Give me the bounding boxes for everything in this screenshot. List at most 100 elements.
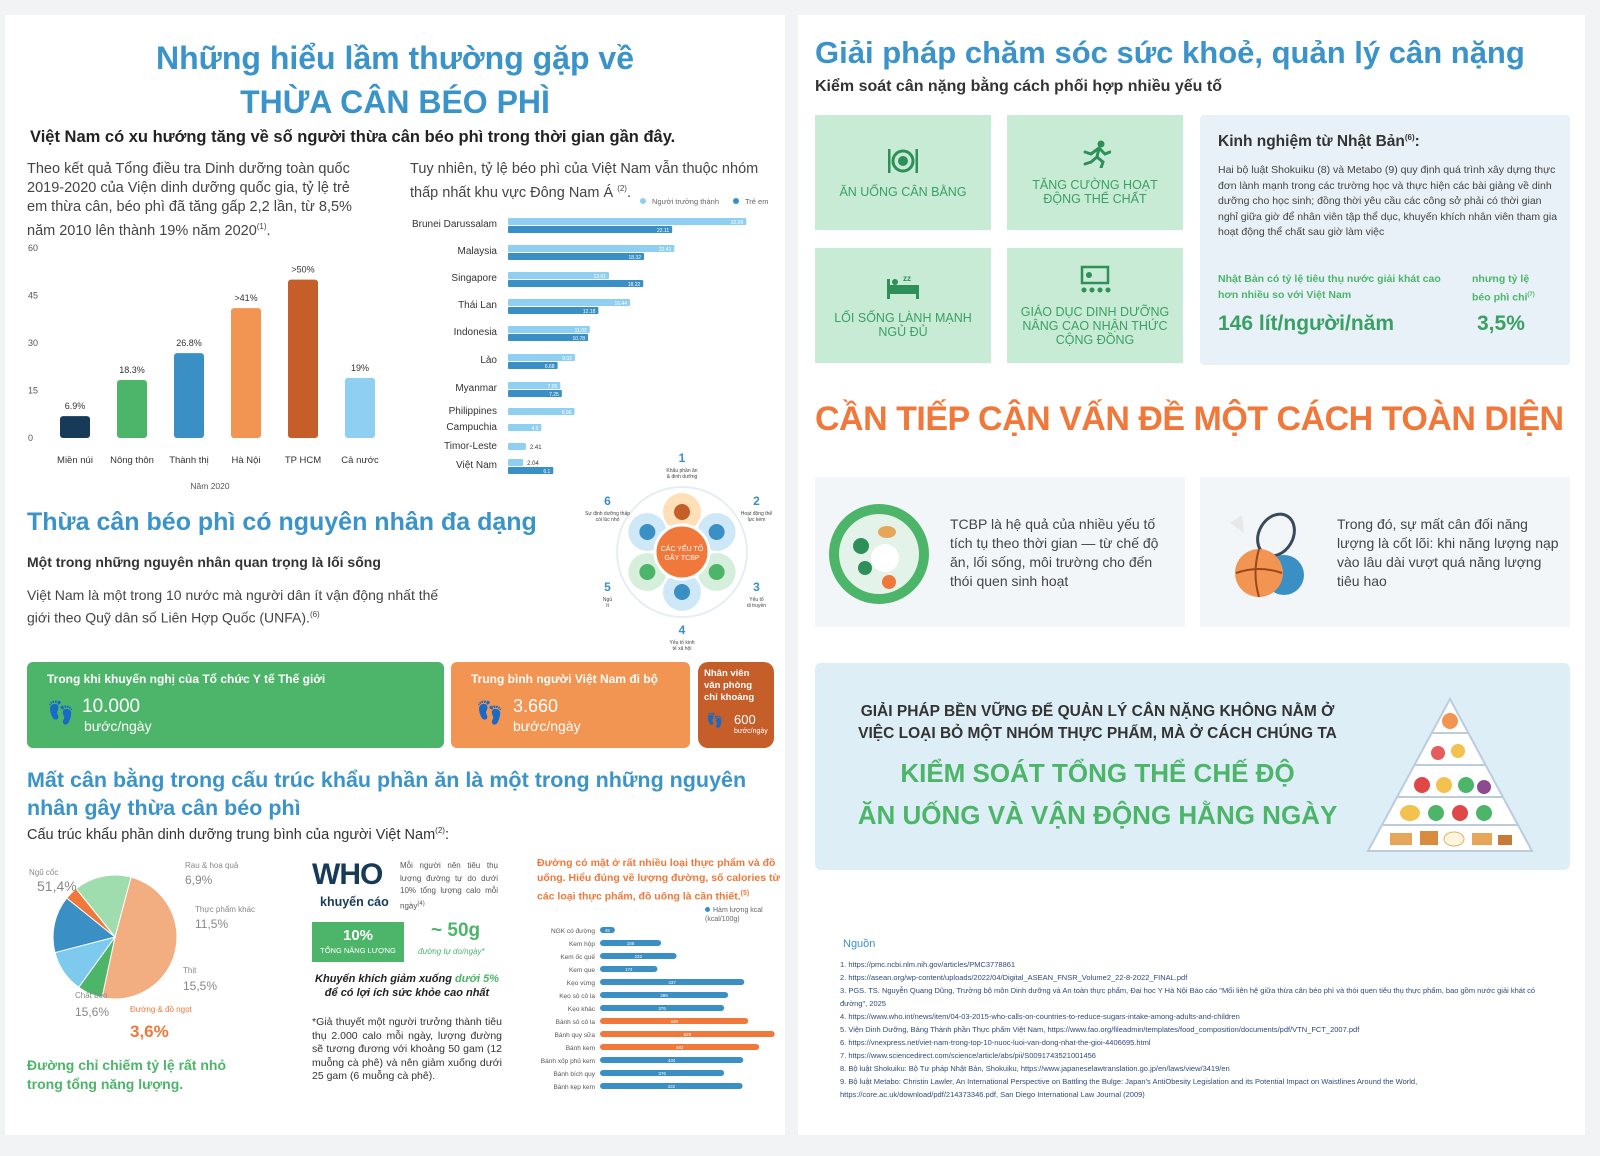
pie-category-label: Chất béo [75,991,108,1000]
pie-value-label: 15,5% [183,979,217,993]
wheel-label: tế xã hội [673,646,692,652]
source-item[interactable]: 1. https://pmc.ncbi.nlm.nih.gov/articles… [840,960,1016,969]
card-energy: Trong đó, sự mất cân đối năng lượng là c… [1200,477,1570,627]
adult-bar-label: 7.05 [548,384,558,390]
adult-bar [508,326,590,333]
child-bar-label: 7.25 [549,392,559,398]
kcal-bar [600,1070,725,1076]
svg-text:zz: zz [903,274,911,283]
kcal-value: 437 [668,980,676,985]
office-steps-value: 600 [734,712,756,727]
y-tick-label: 15 [28,386,38,396]
cause-title: Thừa cân béo phì có nguyên nhân đa dạng [27,508,537,536]
source-item[interactable]: 9. Bộ luật Metabo: Christin Lawler, An I… [840,1077,1418,1099]
japan-stat2-label: nhưng tỷ lệ béo phì chỉ(7) [1472,273,1535,304]
country-label: Singapore [451,273,497,284]
wheel-center-label: CÁC YẾU TỐ [661,543,704,553]
wheel-label: Yếu tố [749,597,764,603]
card-energy-text: Trong đó, sự mất cân đối năng lượng là c… [1337,516,1559,589]
main-title-line1: Những hiểu lầm thường gặp về [156,40,634,76]
y-tick-label: 60 [28,243,38,253]
japan-box: Kinh nghiệm từ Nhật Bản(6): Hai bộ luật … [1200,115,1570,365]
kcal-value: 232 [635,954,643,959]
wheel-label: lực kém [748,517,766,523]
source-item[interactable]: 8. Bộ luật Shokuiku: Bộ Tư pháp Nhật Bản… [840,1064,1230,1073]
diet-subtitle: Cấu trúc khẩu phần dinh dưỡng trung bình… [27,826,449,843]
ten-percent-box: 10% TỔNG NĂNG LƯỢNG [312,922,404,962]
source-item[interactable]: 2. https://asean.org/wp-content/uploads/… [840,973,1188,982]
kcal-bar [600,1083,743,1089]
sources-list: 1. https://pmc.ncbi.nlm.nih.gov/articles… [840,958,1560,1101]
bar-1 [117,380,147,438]
vn-obesity-bar-chart: 60 45 30 15 0 6.9% Miền núi 18.3% Nông thôn 26.8%… [28,243,379,491]
right-subtitle: Kiểm soát cân nặng bằng cách phối hợp nh… [815,78,1222,95]
child-bar-label: 18.22 [628,282,641,288]
food-plate-icon [829,504,929,604]
adult-bar [508,408,575,415]
adult-bar-label: 9.02 [562,356,572,362]
sugar-legend: Hàm lượng kcal (kcal/100g) [705,907,763,923]
x-tick-label: Thành thị [169,455,209,466]
bar-4 [288,279,318,438]
source-item[interactable]: 6. https://vnexpress.net/viet-nam-trong-… [840,1038,1151,1047]
source-item[interactable]: 7. https://www.sciencedirect.com/science… [840,1051,1096,1060]
fifty-grams-value: ~ 50g [431,920,481,941]
source-item[interactable]: 4. https://www.who.int/news/item/04-03-2… [840,1012,1240,1021]
sugar-note: Đường có mặt ở rất nhiều loại thực phẩm … [537,857,781,903]
running-icon [1083,140,1111,168]
kcal-value: 376 [658,1006,666,1011]
sustainable-box: GIẢI PHÁP BỀN VỮNG ĐỂ QUẢN LÝ CÂN NẶNG K… [815,663,1570,870]
asean-obesity-chart: Brunei Darussalam 32.09 22.11 Malaysia 22.41… [412,218,747,475]
source-item[interactable]: 3. PGS. TS. Nguyễn Quang Dũng, Trưởng bộ… [840,986,1536,1008]
wheel-center [653,523,711,581]
wheel-node-icon [639,564,656,580]
food-label: Bánh kẹp kem [553,1084,595,1091]
footprint-icon: 👣 [476,700,504,725]
bed-icon: zz [887,274,919,299]
kcal-value: 174 [625,967,633,972]
wheel-label: & dinh dưỡng [667,474,698,480]
wheel-number: 5 [604,580,611,594]
country-label: Thái Lan [458,300,497,311]
pie-category-label: Ngũ cốc [29,868,58,877]
adult-bar [508,218,747,225]
bar-value-label: >50% [291,265,314,275]
who-steps-text: Trong khi khuyến nghị của Tổ chức Y tế T… [47,672,326,686]
adult-bar [508,299,631,306]
wheel-node-icon [674,504,690,520]
source-item[interactable]: 5. Viện Dinh Dưỡng, Bảng Thành phần Thực… [840,1025,1360,1034]
kcal-bar [600,1031,775,1037]
wheel-number: 3 [753,580,760,594]
pie-value-label: 15,6% [75,1005,109,1019]
country-label: Lào [480,355,497,366]
wheel-number: 1 [679,451,686,465]
tile-balanced-eating: ĂN UỐNG CÂN BẰNG [815,115,991,230]
who-steps-box: Trong khi khuyến nghị của Tổ chức Y tế T… [27,662,444,748]
wheel-label: Hoạt động thể [741,510,773,517]
holistic-heading: CẦN TIẾP CẬN VẤN ĐỀ MỘT CÁCH TOÀN DIỆN [815,400,1564,438]
kcal-value: 432 [668,1084,676,1089]
card-factors: TCBP là hệ quả của nhiều yếu tố tích tụ … [815,477,1185,627]
pie-category-label: Rau & hoa quả [185,861,239,870]
food-label: Kẹo khác [568,1006,596,1013]
wheel-number: 6 [604,494,611,508]
sustainable-highlight-2: ĂN UỐNG VÀ VẬN ĐỘNG HẰNG NGÀY [857,800,1338,830]
wheel-label: Khẩu phần ăn [666,467,697,474]
adult-bar-label: 4.5 [531,426,538,432]
main-title-line2: THỪA CÂN BÉO PHÌ [240,84,550,120]
kcal-value: 482 [676,1045,684,1050]
legend-child: Trẻ em [733,197,768,206]
office-steps-unit: bước/ngày [734,728,768,735]
japan-stat1-label: Nhật Bản có tỷ lệ tiêu thụ nước giải khá… [1218,273,1441,301]
adult-bar-label: 11.02 [575,328,587,334]
cause-subtitle: Một trong những nguyên nhân quan trọng l… [27,554,381,570]
food-label: Kem ốc quế [560,952,595,961]
wheel-label: Sự định dưỡng thấp [585,511,630,517]
adult-bar-label: 22.41 [659,247,672,253]
food-label: Kem que [569,967,595,974]
legend-adult: Người trưởng thành [640,197,719,206]
intro-subtitle: Việt Nam có xu hướng tăng về số người th… [30,128,676,146]
plate-icon [888,148,918,173]
tile-healthy-sleep: zz LỐI SỐNG LÀNH MẠNH NGỦ ĐỦ [815,248,991,363]
pie-value-label: 3,6% [130,1022,169,1041]
